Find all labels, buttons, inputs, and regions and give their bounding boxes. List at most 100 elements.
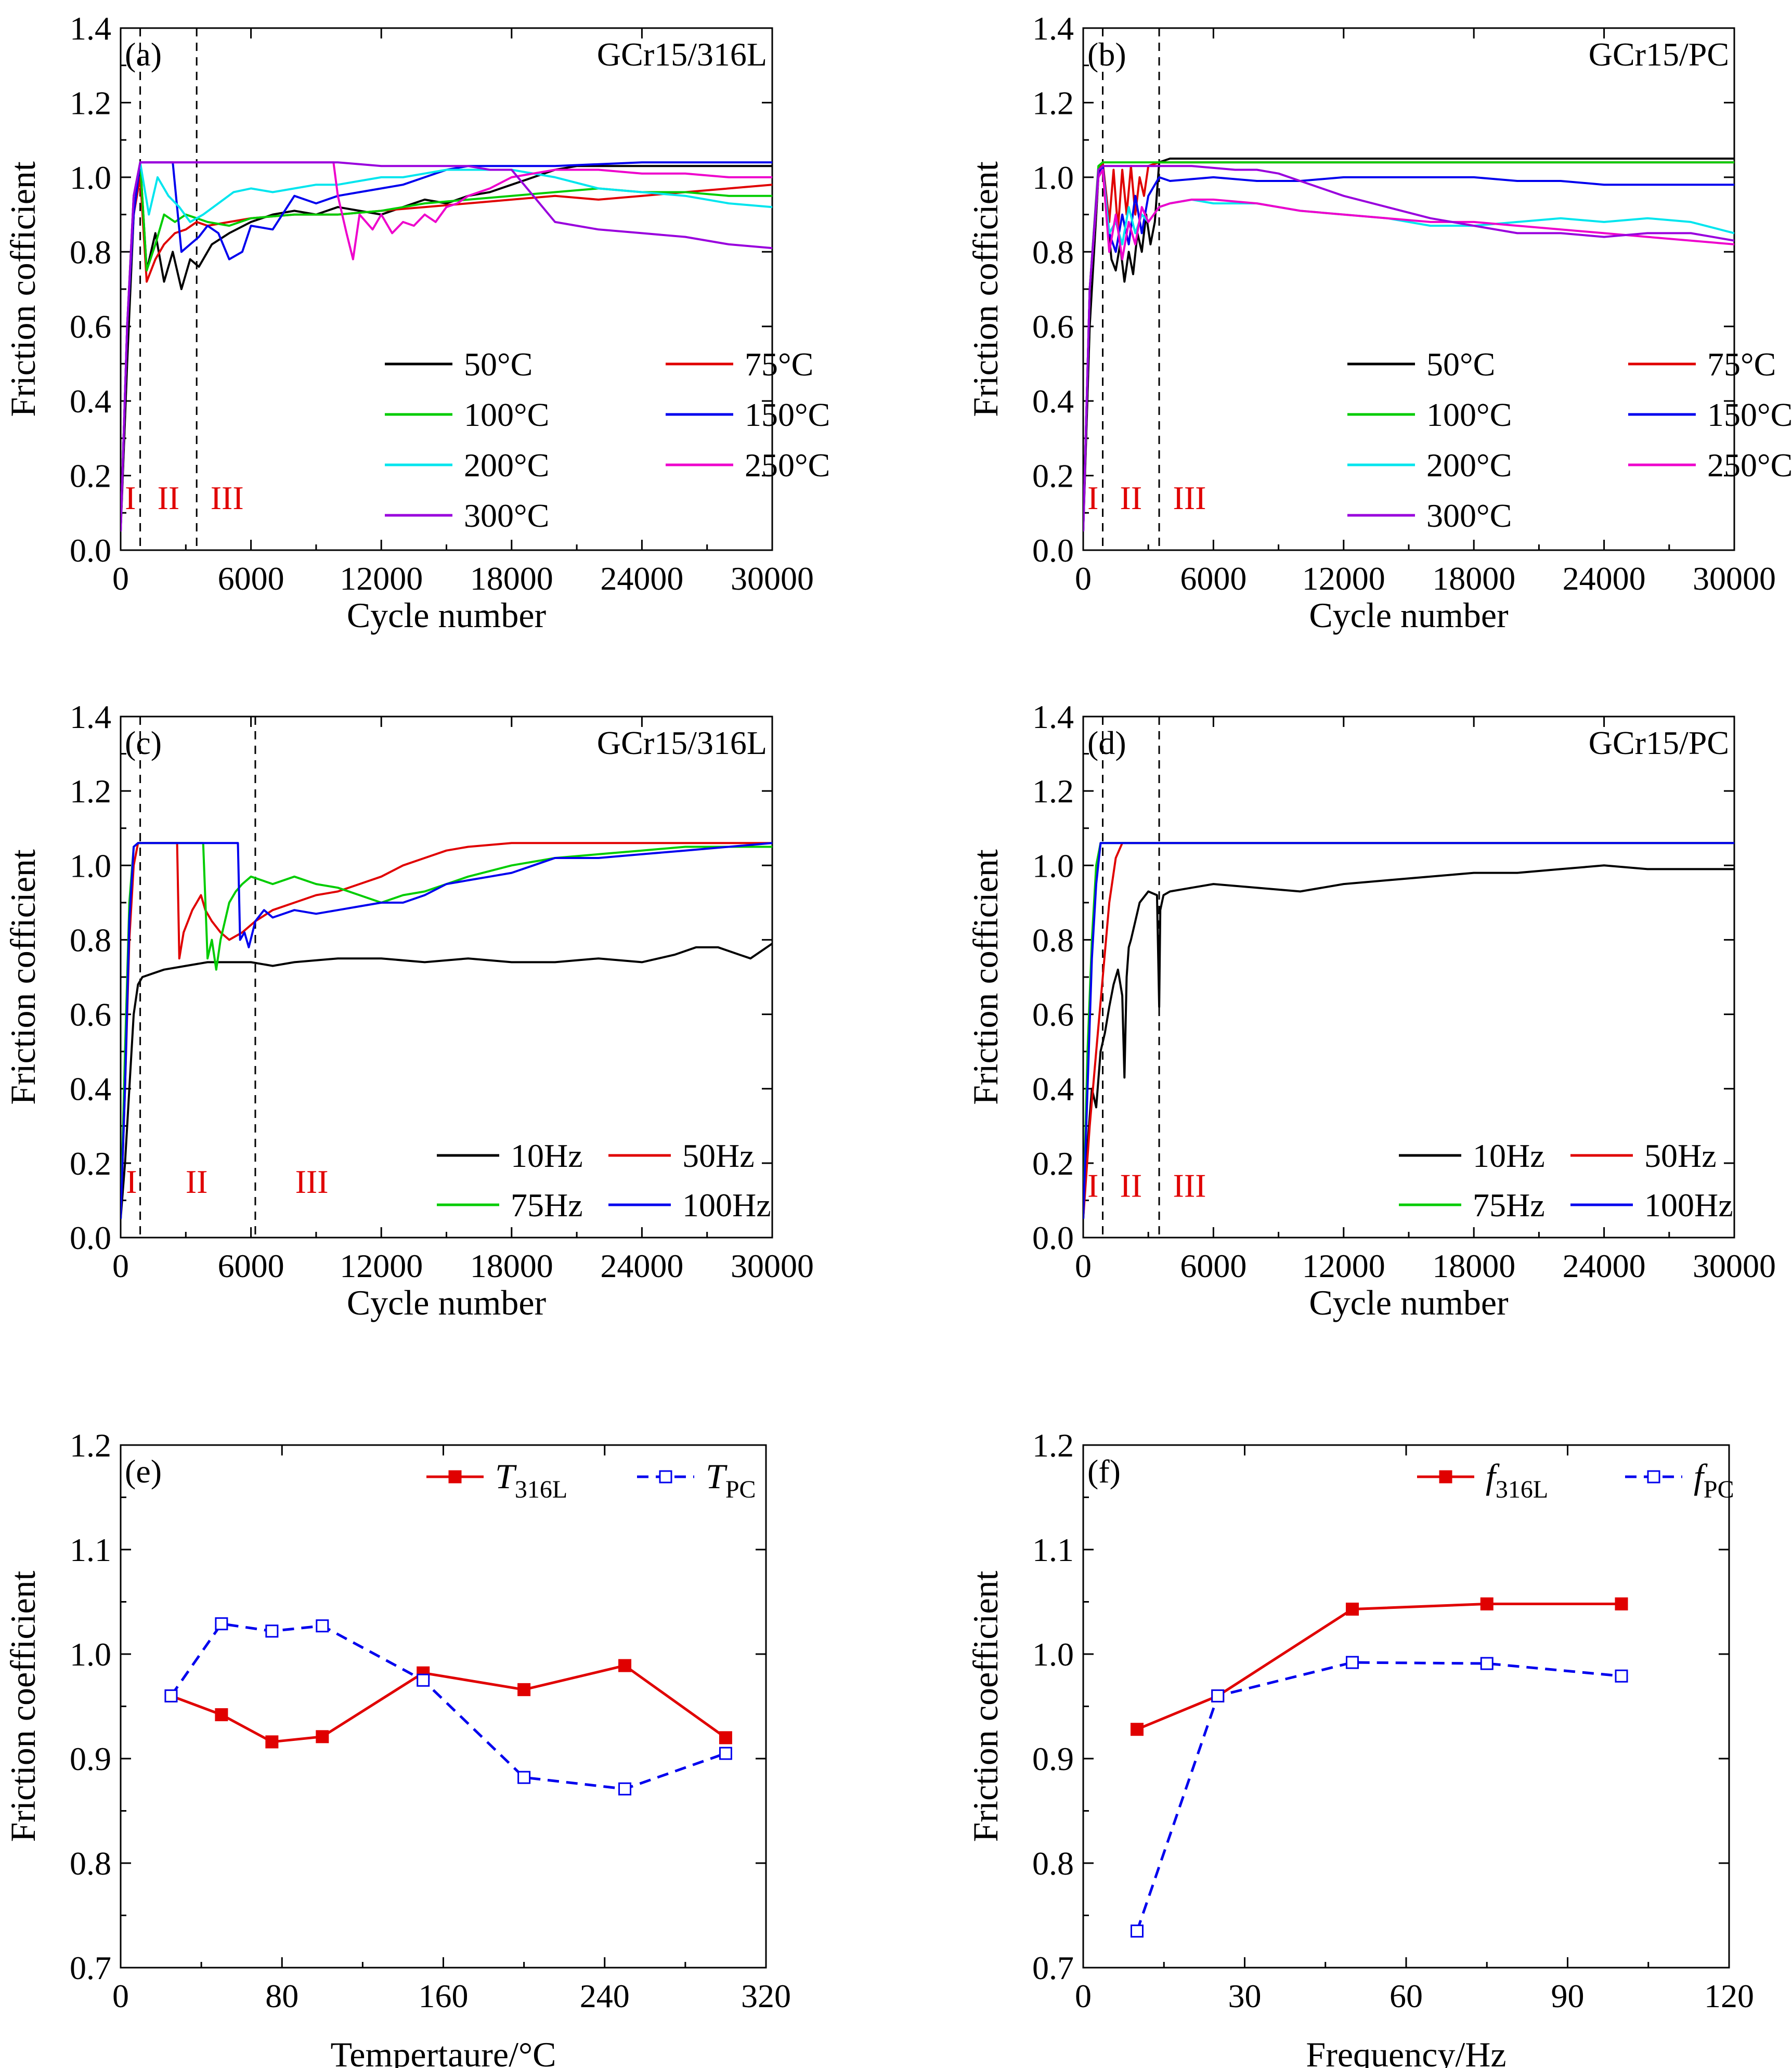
x-tick-label: 80: [265, 1978, 298, 2014]
plot-frame: [1082, 1444, 1730, 1969]
legend-marker: [659, 1470, 672, 1484]
series-line-75Hz: [121, 842, 772, 1219]
y-axis-title: Friction cofficient: [3, 849, 43, 1105]
x-tick-label: 30000: [731, 560, 814, 597]
y-tick-label: 0.4: [1032, 1071, 1074, 1108]
stage-label: III: [295, 1163, 329, 1200]
series-line-10Hz: [1083, 864, 1734, 1219]
y-tick-label: 0.8: [70, 921, 111, 958]
y-tick-label: 1.4: [70, 698, 111, 735]
stage-label: II: [1120, 1167, 1142, 1204]
panel-a: 0 6000 12000 18000 24000 30000 0.0 0.2 0.4 0.6 0.8…: [3, 10, 830, 635]
stage-label: I: [1087, 1167, 1098, 1204]
series-line-300°C: [121, 161, 772, 532]
series-line-250°C: [1083, 168, 1734, 532]
stage-label: I: [1087, 479, 1098, 516]
x-tick-label: 90: [1551, 1978, 1585, 2014]
series-line-200°C: [1083, 168, 1734, 532]
y-tick-label: 1.2: [1032, 773, 1074, 810]
data-point: [618, 1659, 632, 1672]
x-tick-label: 0: [1075, 560, 1092, 597]
legend-label: 75Hz: [1473, 1187, 1545, 1224]
series-line-50Hz: [1083, 842, 1734, 1219]
plot-frame: [120, 716, 773, 1239]
x-tick-label: 24000: [600, 1247, 683, 1284]
panel-b: 0 6000 12000 18000 24000 30000 0.0 0.2 0.4 0.6 0.8…: [966, 10, 1792, 635]
panel-title: GCr15/316L: [597, 724, 767, 761]
legend-marker: [1647, 1470, 1660, 1484]
legend-marker: [1439, 1470, 1452, 1484]
y-axis-title: Friction coefficient: [3, 1571, 43, 1842]
x-tick-label: 320: [741, 1978, 791, 2014]
data-point: [316, 1619, 329, 1633]
x-tick-label: 6000: [1180, 560, 1246, 597]
series-line-100°C: [121, 161, 772, 532]
x-tick-label: 0: [112, 560, 129, 597]
legend-label: 250°C: [745, 447, 830, 484]
y-tick-label: 1.0: [70, 847, 111, 884]
y-tick-label: 0.4: [70, 1071, 111, 1108]
legend-label-subscript: PC: [1704, 1476, 1734, 1503]
x-tick-label: 18000: [470, 560, 553, 597]
x-tick-label: 18000: [1432, 1247, 1515, 1284]
series-line-10Hz: [121, 942, 772, 1219]
y-tick-label: 1.0: [70, 159, 111, 196]
legend-label: 250°C: [1707, 447, 1792, 484]
legend-label: 75°C: [745, 346, 813, 383]
y-tick-label: 0.0: [70, 532, 111, 569]
series-line-50°C: [121, 161, 772, 532]
data-point: [265, 1624, 279, 1638]
y-tick-label: 1.1: [1032, 1531, 1074, 1568]
plot-area: [1083, 158, 1734, 532]
x-tick-label: 24000: [600, 560, 683, 597]
x-axis-title: Cycle number: [1309, 595, 1509, 635]
legend-marker: [448, 1470, 462, 1484]
x-tick-label: 160: [419, 1978, 469, 2014]
y-tick-label: 0.6: [70, 996, 111, 1033]
y-tick-label: 1.4: [1032, 10, 1074, 47]
series-line-T-316L: [171, 1664, 726, 1744]
x-tick-label: 12000: [1302, 560, 1385, 597]
x-tick-label: 30000: [731, 1247, 814, 1284]
series-line-75Hz: [1083, 842, 1734, 1219]
data-point: [618, 1782, 632, 1796]
data-point: [719, 1747, 732, 1760]
y-tick-label: 0.0: [1032, 1219, 1074, 1256]
legend-label: 300°C: [1426, 497, 1512, 534]
legend-label-main: T: [706, 1456, 728, 1496]
data-point: [215, 1708, 228, 1722]
plot-frame: [1082, 716, 1735, 1239]
legend-label: 150°C: [1707, 396, 1792, 433]
y-tick-label: 0.0: [1032, 532, 1074, 569]
x-tick-label: 6000: [218, 1247, 284, 1284]
data-point: [1480, 1657, 1494, 1670]
y-tick-label: 0.2: [70, 1145, 111, 1182]
y-tick-label: 1.0: [1032, 1636, 1074, 1673]
legend-label: 300°C: [464, 497, 549, 534]
y-tick-label: 1.2: [70, 84, 111, 121]
data-point: [1131, 1924, 1144, 1938]
y-tick-label: 0.7: [70, 1949, 111, 1986]
stage-label: I: [126, 1163, 137, 1200]
y-tick-label: 1.4: [1032, 698, 1074, 735]
x-tick-label: 30000: [1693, 560, 1776, 597]
legend: 50°C 75°C 100°C 150°C 200°C 250°C 300°C: [1347, 346, 1792, 534]
data-point: [316, 1730, 329, 1744]
x-tick-label: 6000: [218, 560, 284, 597]
series-line-300°C: [1083, 165, 1734, 532]
series-line-100Hz: [121, 842, 772, 1219]
y-tick-label: 0.2: [1032, 1145, 1074, 1182]
y-tick-label: 1.2: [1032, 1427, 1074, 1464]
data-point: [517, 1683, 531, 1696]
series-line-250°C: [121, 161, 772, 532]
legend-label: 100Hz: [1644, 1187, 1733, 1224]
series-line-50Hz: [121, 842, 772, 1219]
panel-c: 0 6000 12000 18000 24000 30000 0.0 0.2 0.4 0.6 0.8…: [3, 698, 814, 1322]
plot-area: [121, 161, 772, 532]
x-axis-title: Cycle number: [347, 1283, 547, 1322]
x-tick-label: 30: [1228, 1978, 1262, 2014]
y-tick-label: 0.4: [70, 383, 111, 420]
x-tick-label: 12000: [340, 560, 423, 597]
series-line-150°C: [1083, 165, 1734, 532]
